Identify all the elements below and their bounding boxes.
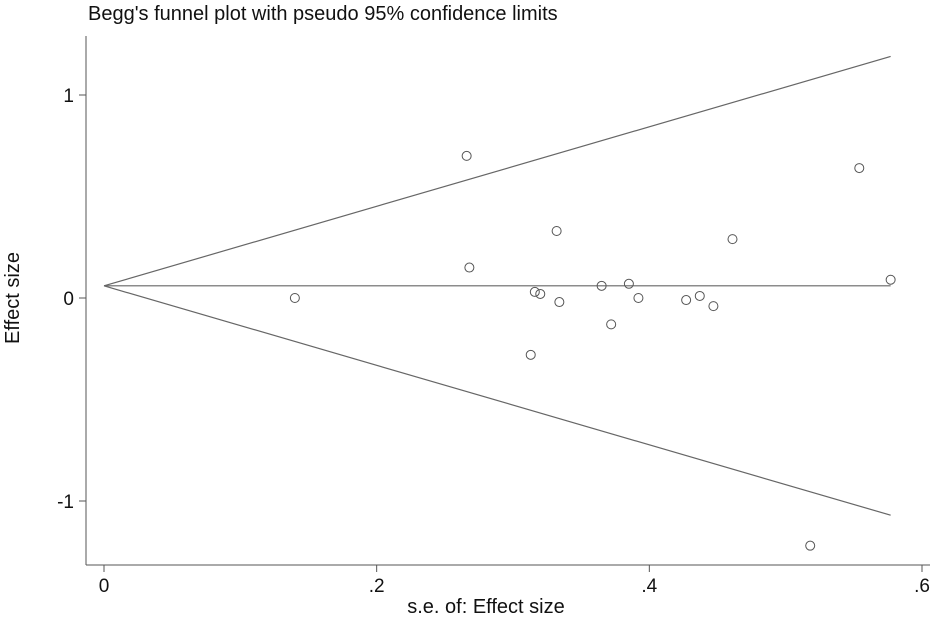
x-tick-label: .4 (641, 576, 657, 597)
data-point (289, 293, 300, 303)
data-point (525, 349, 536, 360)
x-tick-label: 0 (99, 576, 110, 597)
y-tick-label: 1 (63, 86, 74, 107)
lower-confidence-limit (103, 285, 891, 516)
data-point (681, 295, 692, 306)
data-point (633, 293, 644, 303)
data-point (854, 163, 865, 174)
y-axis-label: Effect size (2, 252, 24, 344)
upper-confidence-limit (103, 55, 891, 287)
data-point (805, 540, 816, 551)
data-point (694, 290, 705, 301)
axes: -1 0 1 0 .2 .4 .6 (57, 36, 930, 597)
data-point (535, 288, 546, 299)
data-point (885, 274, 896, 285)
data-point (596, 280, 607, 291)
data-point (554, 297, 565, 308)
data-point (708, 301, 719, 312)
data-point (464, 262, 475, 273)
y-ticks: -1 0 1 (57, 86, 86, 513)
x-axis-label: s.e. of: Effect size (407, 596, 564, 617)
x-tick-label: .2 (369, 576, 385, 597)
data-point (461, 150, 472, 161)
data-point (529, 286, 540, 297)
y-tick-label: -1 (57, 492, 74, 513)
data-points (289, 150, 896, 551)
data-point (727, 234, 738, 245)
data-point (623, 278, 634, 289)
data-point (606, 319, 617, 330)
x-ticks: 0 .2 .4 .6 (99, 565, 930, 597)
data-point (551, 226, 562, 237)
y-tick-label: 0 (63, 289, 74, 310)
x-tick-label: .6 (914, 576, 930, 597)
chart-title: Begg's funnel plot with pseudo 95% confi… (88, 3, 558, 25)
